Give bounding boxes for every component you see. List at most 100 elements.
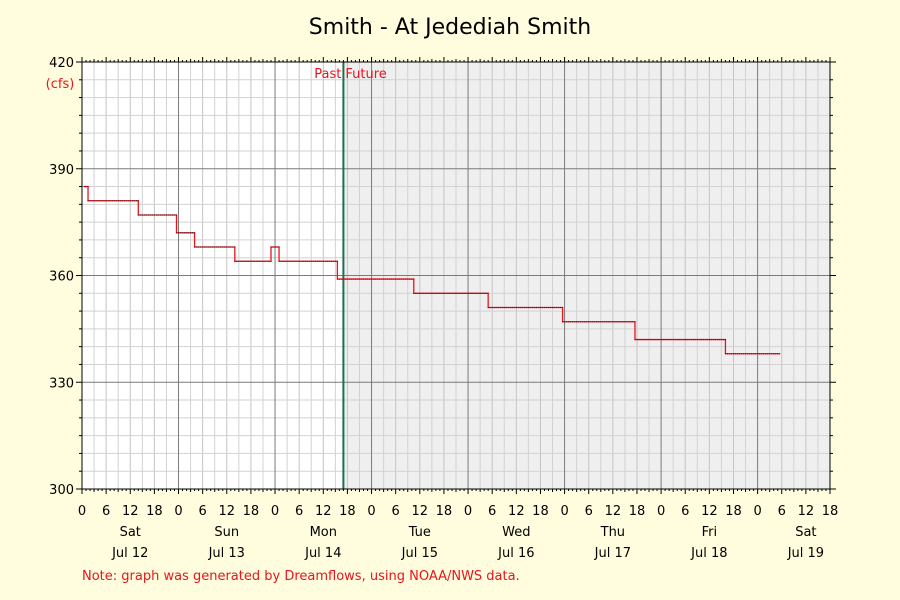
data-point: [278, 246, 280, 248]
data-point: [658, 338, 660, 341]
data-point: [350, 278, 353, 280]
data-point: [439, 292, 441, 294]
data-point: [646, 338, 648, 341]
data-point: [471, 292, 473, 294]
data-point: [119, 200, 121, 202]
data-point: [668, 338, 670, 341]
data-point: [87, 200, 89, 202]
data-point: [131, 200, 133, 202]
data-point: [630, 321, 632, 323]
data-point: [559, 306, 562, 309]
data-point: [598, 321, 600, 323]
data-point: [161, 214, 164, 216]
data-point: [535, 306, 538, 309]
x-tick-label: 12: [508, 504, 525, 519]
chart-title: Smith - At Jedediah Smith: [309, 15, 591, 40]
x-tick-label: 0: [367, 504, 375, 519]
data-point: [608, 321, 610, 323]
data-point: [399, 278, 401, 280]
data-point: [686, 338, 688, 341]
data-point: [586, 321, 588, 323]
x-date-label: Jul 16: [497, 546, 534, 561]
data-point: [620, 321, 622, 323]
data-point: [672, 338, 674, 341]
data-point: [415, 292, 417, 294]
data-point: [618, 321, 620, 323]
data-point: [183, 232, 186, 234]
data-point: [401, 278, 403, 280]
data-point: [403, 278, 405, 280]
data-point: [708, 338, 710, 341]
data-point: [734, 353, 737, 355]
data-point: [445, 292, 447, 294]
data-point: [443, 292, 445, 294]
x-tick-label: 0: [78, 504, 86, 519]
data-point: [660, 338, 662, 341]
data-point: [654, 338, 656, 341]
data-point: [163, 214, 166, 216]
data-point: [419, 292, 421, 294]
data-point: [266, 260, 268, 262]
data-point: [389, 278, 391, 280]
data-point: [746, 353, 749, 355]
data-point: [483, 292, 485, 294]
data-point: [738, 353, 741, 355]
data-point: [228, 246, 230, 248]
data-point: [258, 260, 260, 262]
data-point: [157, 214, 160, 216]
data-point: [200, 246, 202, 248]
data-point: [487, 306, 489, 309]
x-tick-label: 6: [778, 504, 786, 519]
data-point: [123, 200, 125, 202]
data-point: [463, 292, 465, 294]
data-point: [648, 338, 650, 341]
data-point: [622, 321, 624, 323]
data-point: [457, 292, 459, 294]
data-point: [523, 306, 525, 309]
data-point: [395, 278, 397, 280]
data-point: [411, 278, 413, 280]
x-date-label: Jul 19: [787, 546, 824, 561]
data-point: [413, 278, 415, 280]
data-point: [292, 260, 294, 262]
data-point: [330, 260, 332, 262]
data-point: [612, 321, 614, 323]
data-point: [194, 246, 196, 248]
data-point: [354, 278, 357, 280]
data-point: [109, 200, 111, 202]
data-point: [270, 246, 272, 248]
data-point: [272, 246, 274, 248]
data-point: [95, 200, 97, 202]
data-point: [238, 260, 240, 262]
data-point: [198, 246, 200, 248]
data-point: [479, 292, 481, 294]
data-point: [531, 306, 534, 309]
data-point: [690, 338, 692, 341]
data-point: [274, 246, 276, 248]
data-point: [628, 321, 630, 323]
data-point: [101, 200, 103, 202]
data-point: [696, 338, 698, 341]
x-tick-label: 18: [436, 504, 453, 519]
data-point: [732, 353, 735, 355]
data-point: [674, 338, 676, 341]
data-point: [688, 338, 690, 341]
x-tick-label: 18: [146, 504, 163, 519]
data-point: [137, 200, 139, 202]
data-point: [425, 292, 427, 294]
data-point: [481, 292, 483, 294]
x-tick-label: 18: [243, 504, 260, 519]
data-point: [260, 260, 262, 262]
data-point: [336, 260, 338, 262]
data-point: [580, 321, 582, 323]
data-point: [600, 321, 602, 323]
data-point: [551, 306, 554, 309]
x-tick-label: 6: [102, 504, 110, 519]
data-point: [376, 278, 379, 280]
x-tick-label: 18: [629, 504, 646, 519]
data-point: [775, 353, 777, 355]
data-point: [322, 260, 324, 262]
data-point: [145, 214, 147, 216]
data-point: [517, 306, 519, 309]
data-point: [692, 338, 694, 341]
